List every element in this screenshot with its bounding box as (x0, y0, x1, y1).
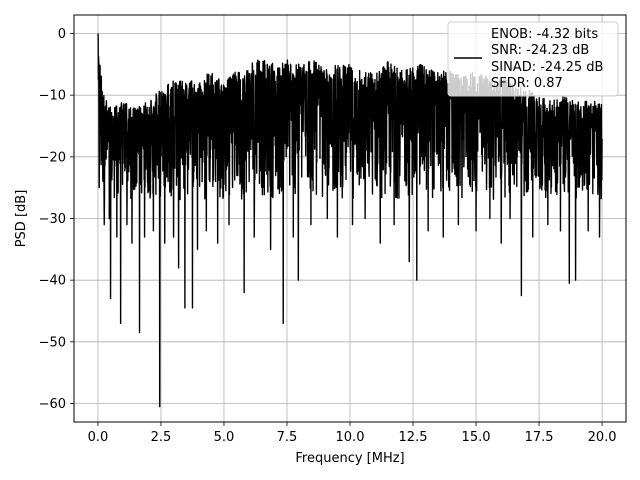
x-axis-label: Frequency [MHz] (295, 451, 404, 466)
x-tick-label: 5.0 (214, 430, 235, 445)
legend: ENOB: -4.32 bits SNR: -24.23 dB SINAD: -… (447, 21, 619, 97)
y-tick-label: 0 (58, 27, 66, 42)
x-tick-label: 0.0 (88, 430, 109, 445)
x-tick-label: 15.0 (462, 430, 491, 445)
y-tick-label: −10 (39, 89, 66, 104)
legend-entry-enob: ENOB: -4.32 bits (491, 27, 598, 42)
y-tick-label: −50 (39, 335, 66, 350)
x-tick-label: 20.0 (588, 430, 617, 445)
legend-entry-sfdr: SFDR: 0.87 (491, 76, 563, 91)
x-tick-label: 12.5 (399, 430, 428, 445)
x-tick-label: 2.5 (151, 430, 172, 445)
y-axis-label: PSD [dB] (14, 190, 29, 248)
x-tick-label: 17.5 (525, 430, 554, 445)
y-tick-label: −20 (39, 150, 66, 165)
y-tick-label: −30 (39, 212, 66, 227)
y-tick-label: −60 (39, 397, 66, 412)
legend-entry-snr: SNR: -24.23 dB (491, 43, 589, 58)
y-tick-label: −40 (39, 274, 66, 289)
legend-entry-sinad: SINAD: -24.25 dB (491, 60, 603, 75)
legend-box (447, 21, 619, 97)
axis-ticks: 0.0 2.5 5.0 7.5 10.0 12.5 15.0 17.5 20.0 0 −10 −20 −… (39, 27, 617, 445)
x-tick-label: 10.0 (336, 430, 365, 445)
x-tick-label: 7.5 (277, 430, 298, 445)
